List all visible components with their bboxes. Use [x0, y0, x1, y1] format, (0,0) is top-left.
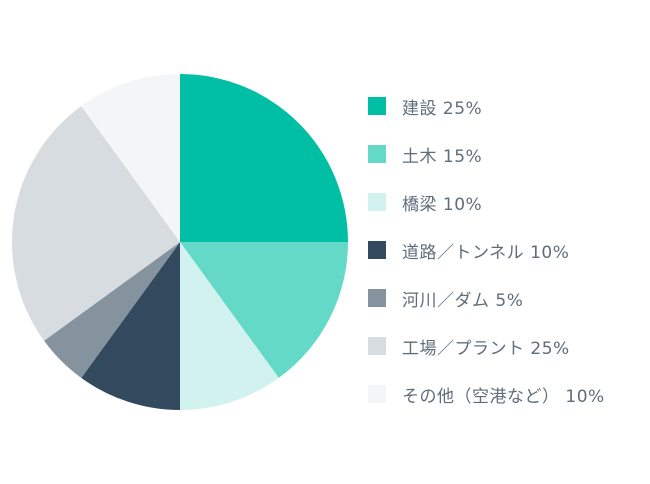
legend-swatch — [368, 337, 386, 355]
legend-swatch — [368, 97, 386, 115]
legend-label: その他（空港など） 10% — [402, 386, 605, 407]
pie-slice-5 — [44, 242, 181, 378]
legend-item-2: 土木 15% — [368, 130, 648, 178]
pie-slice-1 — [180, 74, 348, 242]
legend-item-6: 工場／プラント 25% — [368, 322, 648, 370]
legend-item-1: 建設 25% — [368, 82, 648, 130]
legend-label: 建設 25% — [402, 98, 483, 119]
pie-chart — [12, 74, 348, 410]
legend-item-7: その他（空港など） 10% — [368, 370, 648, 418]
legend-item-3: 橋梁 10% — [368, 178, 648, 226]
legend-label: 土木 15% — [402, 146, 483, 167]
legend-item-4: 道路／トンネル 10% — [368, 226, 648, 274]
legend-label: 河川／ダム 5% — [402, 290, 524, 311]
legend-swatch — [368, 145, 386, 163]
legend-label: 橋梁 10% — [402, 194, 483, 215]
legend-swatch — [368, 193, 386, 211]
pie-slice-6 — [12, 106, 180, 341]
legend-item-5: 河川／ダム 5% — [368, 274, 648, 322]
pie-chart-svg — [12, 74, 348, 410]
pie-slice-3 — [180, 242, 279, 410]
legend-swatch — [368, 241, 386, 259]
legend-label: 道路／トンネル 10% — [402, 242, 570, 263]
pie-slice-4 — [81, 242, 180, 410]
legend-swatch — [368, 385, 386, 403]
pie-slice-7 — [81, 74, 180, 242]
chart-legend: 建設 25% 土木 15% 橋梁 10% 道路／トンネル 10% 河川／ダム 5% 工場／… — [368, 82, 648, 418]
pie-slice-2 — [180, 242, 348, 378]
legend-swatch — [368, 289, 386, 307]
legend-label: 工場／プラント 25% — [402, 338, 570, 359]
